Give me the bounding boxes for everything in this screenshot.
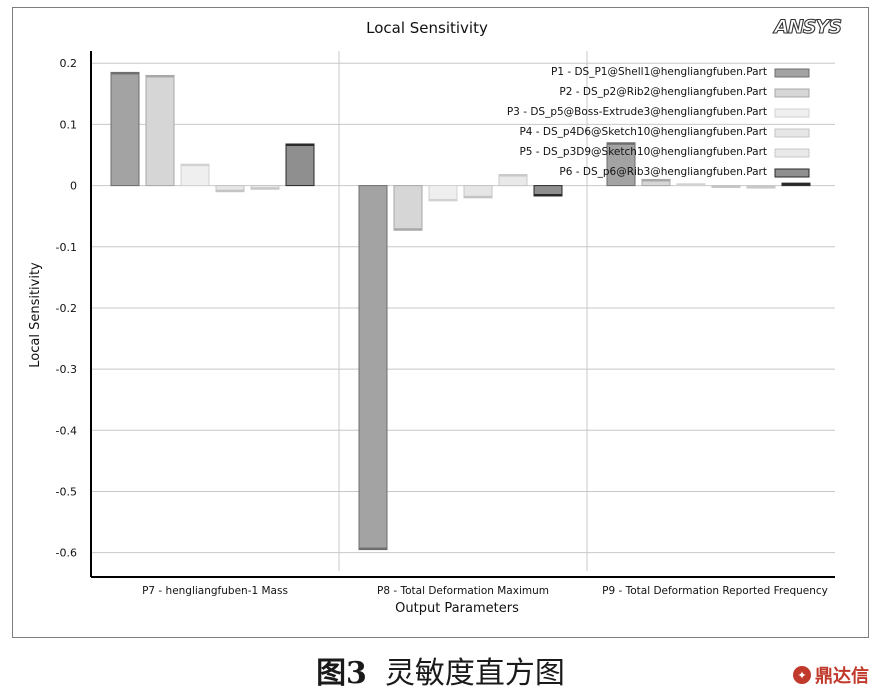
sensitivity-chart: Local Sensitivity ANSYS 0.2 0.1 0 -0.1 -0.2 -… bbox=[28, 15, 843, 616]
bar-cap bbox=[146, 75, 174, 78]
legend-swatch-4 bbox=[774, 128, 810, 138]
y-tick-labels: 0.2 0.1 0 -0.1 -0.2 -0.3 -0.4 -0.5 -0.6 bbox=[56, 57, 77, 559]
legend-swatch-3 bbox=[774, 108, 810, 118]
x-category-label: P8 - Total Deformation Maximum bbox=[377, 585, 549, 597]
grid-lines bbox=[91, 51, 835, 571]
bar-cap bbox=[464, 195, 492, 198]
x-axis-title: Output Parameters bbox=[395, 601, 519, 616]
chart-title: Local Sensitivity bbox=[366, 19, 488, 37]
bar-cap bbox=[499, 174, 527, 177]
legend-label-6: P6 - DS_p6@Rib3@hengliangfuben.Part bbox=[559, 166, 767, 178]
y-tick-label: -0.6 bbox=[56, 547, 77, 560]
bar-1-series-1 bbox=[110, 71, 140, 187]
bars bbox=[110, 71, 811, 551]
bar-1-series-6 bbox=[285, 143, 315, 187]
bar-cap bbox=[712, 185, 740, 188]
legend: P1 - DS_P1@Shell1@hengliangfuben.Part P2 … bbox=[507, 66, 810, 178]
axes bbox=[90, 51, 835, 578]
bar-2-series-1 bbox=[358, 185, 388, 551]
watermark: ✦ 鼎达信 bbox=[793, 662, 869, 688]
y-tick-label: 0.2 bbox=[60, 57, 78, 70]
chart-frame: Local Sensitivity ANSYS 0.2 0.1 0 -0.1 -0.2 -… bbox=[12, 7, 869, 638]
legend-swatch-6 bbox=[774, 168, 810, 178]
legend-label-2: P2 - DS_p2@Rib2@hengliangfuben.Part bbox=[559, 86, 767, 98]
watermark-logo-icon: ✦ bbox=[793, 666, 811, 684]
y-tick-label: 0.1 bbox=[60, 118, 78, 131]
watermark-text: 鼎达信 bbox=[815, 666, 869, 687]
y-tick-label: -0.2 bbox=[56, 302, 77, 315]
caption-number: 图3 bbox=[316, 656, 367, 691]
bar-cap bbox=[642, 179, 670, 182]
legend-label-4: P4 - DS_p4D6@Sketch10@hengliangfuben.Par… bbox=[519, 126, 767, 138]
legend-swatch-2 bbox=[774, 88, 810, 98]
legend-label-5: P5 - DS_p3D9@Sketch10@hengliangfuben.Par… bbox=[519, 146, 767, 158]
bar-cap bbox=[747, 186, 775, 189]
y-tick-label: -0.4 bbox=[56, 424, 77, 437]
bar-cap bbox=[677, 183, 705, 186]
bar-2-series-3 bbox=[428, 185, 458, 202]
y-tick-label: -0.3 bbox=[56, 363, 77, 376]
bar-cap bbox=[782, 183, 810, 186]
caption-text: 灵敏度直方图 bbox=[384, 656, 565, 691]
y-tick-label: -0.1 bbox=[56, 241, 77, 254]
bar-cap bbox=[181, 164, 209, 167]
bar-cap bbox=[359, 547, 387, 550]
bar-cap bbox=[111, 72, 139, 75]
y-tick-label: 0 bbox=[70, 180, 77, 193]
x-category-label: P7 - hengliangfuben-1 Mass bbox=[142, 585, 288, 597]
bar-1-series-2 bbox=[145, 74, 175, 187]
y-tick-label: -0.5 bbox=[56, 485, 77, 498]
bar-cap bbox=[429, 198, 457, 201]
legend-swatch-1 bbox=[774, 68, 810, 78]
bar-2-series-2 bbox=[393, 185, 423, 231]
ansys-logo: ANSYS bbox=[772, 16, 841, 38]
bar-1-series-3 bbox=[180, 163, 210, 187]
bar-cap bbox=[286, 143, 314, 146]
legend-swatch-5 bbox=[774, 148, 810, 158]
legend-label-1: P1 - DS_P1@Shell1@hengliangfuben.Part bbox=[551, 66, 767, 78]
x-category-labels: P7 - hengliangfuben-1 Mass P8 - Total Def… bbox=[142, 585, 828, 597]
bar-cap bbox=[251, 187, 279, 190]
bar-cap bbox=[534, 193, 562, 196]
figure-caption: 图3 灵敏度直方图 bbox=[0, 648, 881, 692]
y-axis-title: Local Sensitivity bbox=[28, 262, 43, 368]
bar-cap bbox=[394, 228, 422, 231]
bar-cap bbox=[216, 189, 244, 192]
legend-label-3: P3 - DS_p5@Boss-Extrude3@hengliangfuben.… bbox=[507, 106, 767, 118]
bar-cap bbox=[607, 142, 635, 145]
x-category-label: P9 - Total Deformation Reported Frequenc… bbox=[602, 585, 828, 597]
